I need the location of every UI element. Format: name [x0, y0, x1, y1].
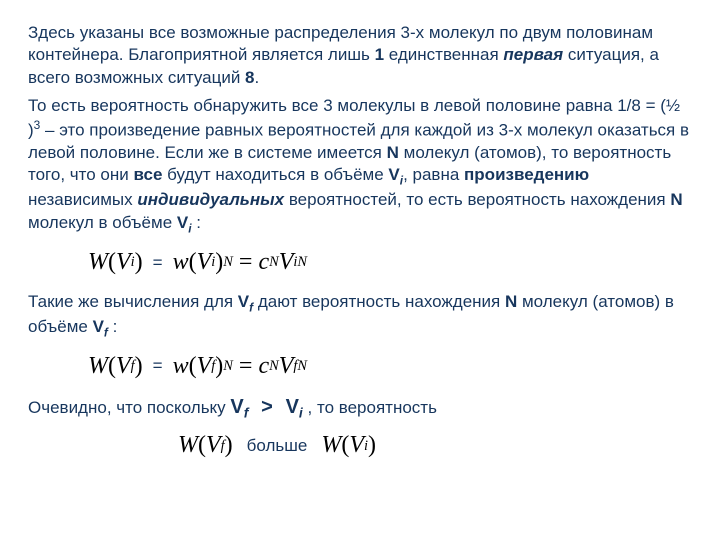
V: V: [349, 430, 364, 462]
first-word: первая: [503, 45, 563, 64]
formula-wvi: W(Vi) = w(Vi)N = cNViN: [88, 247, 692, 279]
W: W: [178, 430, 198, 462]
t: :: [108, 317, 117, 336]
paragraph-1: Здесь указаны все возможные распределени…: [28, 22, 692, 89]
V: V: [116, 247, 131, 279]
N: N: [223, 357, 233, 376]
formula-wvf: W(Vf) = w(Vf)N = cNVfN: [88, 351, 692, 383]
W: W: [88, 247, 108, 279]
N: N: [269, 253, 279, 272]
eq: =: [153, 252, 163, 274]
Vf: V: [238, 292, 249, 311]
t: дают вероятность нахождения: [253, 292, 505, 311]
t: Очевидно, что поскольку: [28, 398, 230, 417]
Vi2: V: [177, 213, 188, 232]
t: независимых: [28, 190, 137, 209]
N: N: [223, 253, 233, 272]
W: W: [88, 351, 108, 383]
Vf2: V: [93, 317, 104, 336]
paragraph-3: Такие же вычисления для Vf дают вероятно…: [28, 291, 692, 341]
w: w: [173, 247, 189, 279]
paragraph-2: То есть вероятность обнаружить все 3 мол…: [28, 95, 692, 237]
N: N: [297, 357, 307, 376]
t: вероятностей, то есть вероятность нахожд…: [284, 190, 670, 209]
V: V: [279, 351, 294, 383]
formula-compare: W(Vf) больше W(Vi): [178, 430, 692, 462]
b8: 8: [245, 68, 254, 87]
t: Такие же вычисления для: [28, 292, 238, 311]
Vi: V: [388, 165, 399, 184]
N: N: [269, 357, 279, 376]
N: N: [297, 253, 307, 272]
bigger: больше: [247, 435, 308, 457]
V: V: [279, 247, 294, 279]
N2: N: [670, 190, 682, 209]
t: единственная: [384, 45, 503, 64]
t: будут находиться в объёме: [162, 165, 388, 184]
t: , то вероятность: [303, 398, 437, 417]
b1: 1: [375, 45, 384, 64]
all: все: [133, 165, 162, 184]
Vf-big: V: [230, 396, 243, 418]
V: V: [197, 351, 212, 383]
V: V: [116, 351, 131, 383]
N1: N: [387, 143, 399, 162]
paragraph-4: Очевидно, что поскольку Vf > Vi , то вер…: [28, 394, 692, 422]
W: W: [321, 430, 341, 462]
w: w: [173, 351, 189, 383]
t: :: [192, 213, 201, 232]
product: произведению: [464, 165, 589, 184]
individual: индивидуальных: [137, 190, 284, 209]
Vf-big-sub: f: [244, 405, 249, 421]
N3: N: [505, 292, 517, 311]
Vi-big: V: [286, 396, 299, 418]
V: V: [206, 430, 221, 462]
eq: =: [153, 355, 163, 377]
V: V: [197, 247, 212, 279]
c: c: [258, 351, 269, 383]
gt: >: [261, 396, 273, 418]
t: молекул в объёме: [28, 213, 177, 232]
c: c: [258, 247, 269, 279]
t: .: [255, 68, 260, 87]
t: , равна: [403, 165, 464, 184]
